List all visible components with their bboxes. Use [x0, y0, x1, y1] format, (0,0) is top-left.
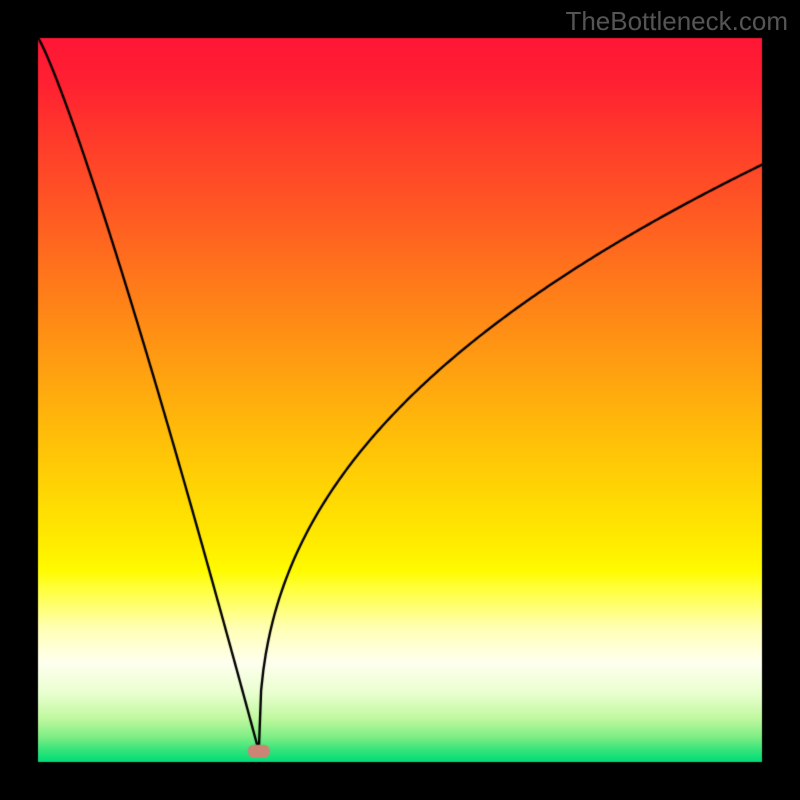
chart-root: TheBottleneck.com — [0, 0, 800, 800]
watermark-text: TheBottleneck.com — [565, 6, 788, 37]
curve-canvas — [0, 0, 800, 800]
